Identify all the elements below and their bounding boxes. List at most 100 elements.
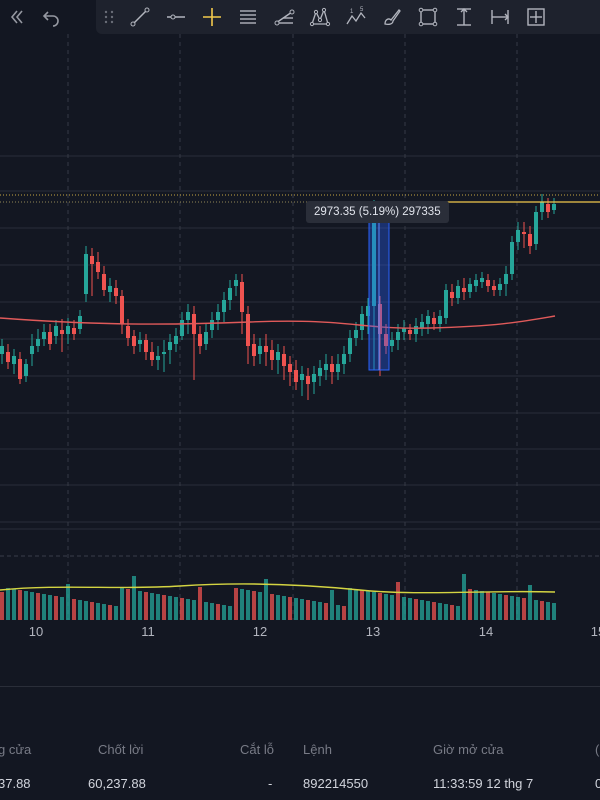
candle-body [534, 212, 538, 244]
horizontal-line-tool[interactable] [158, 0, 194, 34]
pattern-tool[interactable] [302, 0, 338, 34]
candle-body [306, 376, 310, 384]
volume-bar [324, 603, 328, 620]
volume-bar [504, 595, 508, 620]
volume-bar [246, 590, 250, 620]
volume-bar [282, 596, 286, 620]
volume-bar [42, 594, 46, 620]
chart-canvas[interactable] [0, 34, 600, 646]
drawing-tools-group: 1 5 [96, 0, 600, 34]
price-chart[interactable]: 2973.35 (5.19%) 297335 [0, 34, 600, 646]
fib-retracement-tool[interactable] [266, 0, 302, 34]
candle-body [312, 374, 316, 382]
volume-bar [414, 599, 418, 620]
volume-bar [54, 596, 58, 620]
candle-body [18, 359, 22, 379]
candle-body [486, 280, 490, 286]
crosshair-tool[interactable] [194, 0, 230, 34]
candle-body [120, 296, 124, 324]
col-header-order: Lệnh [303, 742, 332, 757]
price-range-tool[interactable] [446, 0, 482, 34]
date-price-range-tool[interactable] [518, 0, 554, 34]
moving-average-line [0, 315, 556, 329]
candle-body [210, 320, 214, 330]
candle-body [42, 332, 46, 339]
candle-body [366, 306, 370, 316]
candle-body [54, 326, 58, 336]
volume-bar [306, 600, 310, 620]
time-axis[interactable]: 10 11 12 13 14 15 [0, 620, 600, 646]
trend-line-icon [130, 7, 150, 27]
x-tick-label: 14 [478, 624, 494, 639]
date-range-tool[interactable] [482, 0, 518, 34]
volume-bar [402, 597, 406, 620]
volume-bar [18, 590, 22, 620]
volume-bar [204, 602, 208, 620]
volume-bar [288, 597, 292, 620]
candle-body [186, 312, 190, 320]
candle-body [180, 320, 184, 336]
elliott-wave-tool[interactable]: 1 5 [338, 0, 374, 34]
candle-body [60, 330, 64, 334]
date-range-icon [491, 10, 509, 24]
parallel-channel-tool[interactable] [230, 0, 266, 34]
drag-handle[interactable] [96, 0, 122, 34]
volume-bar [126, 589, 130, 620]
volume-bar [186, 599, 190, 620]
volume-bar [222, 605, 226, 620]
crosshair-icon [203, 8, 221, 26]
elliott-label-1: 1 [350, 9, 354, 15]
volume-ma-line [0, 583, 556, 594]
collapse-button[interactable] [0, 0, 34, 34]
candle-body [174, 336, 178, 344]
x-tick-label: 12 [252, 624, 268, 639]
candle-body [342, 354, 346, 364]
candle-body [150, 352, 154, 360]
candle-body [72, 328, 76, 334]
candle-body [510, 242, 514, 274]
volume-bar [546, 602, 550, 620]
rectangle-tool[interactable] [410, 0, 446, 34]
volume-bar [132, 576, 136, 620]
candle-body [354, 330, 358, 338]
volume-bar [318, 602, 322, 620]
col-header-open-price: g cửa [0, 742, 32, 757]
candle-body [498, 284, 502, 290]
volume-bar [108, 605, 112, 620]
volume-bar [228, 606, 232, 620]
brush-tool[interactable] [374, 0, 410, 34]
cell-open-price: 37.88 [0, 776, 31, 791]
candle-body [114, 288, 118, 296]
cell-take-profit[interactable]: 60,237.88 [88, 776, 146, 791]
cell-stop-loss[interactable]: - [268, 776, 273, 791]
candle-body [288, 364, 292, 372]
volume-bar [270, 594, 274, 620]
volume-bar [252, 591, 256, 620]
candle-body [300, 374, 304, 380]
candle-body [222, 300, 226, 312]
volume-bar [528, 585, 532, 620]
undo-button[interactable] [34, 0, 68, 34]
volume-bar [312, 601, 316, 620]
candle-body [240, 282, 244, 312]
candle-body [384, 334, 388, 346]
col-header-stop-loss: Cắt lỗ [240, 742, 274, 757]
candle-body [168, 342, 172, 350]
candle-body [522, 232, 526, 234]
candle-body [162, 352, 166, 354]
volume-bar [264, 579, 268, 620]
candle-body [330, 364, 334, 372]
candle-body [66, 326, 70, 334]
candle-body [36, 339, 40, 346]
volume-bar [498, 594, 502, 620]
volume-bar [216, 604, 220, 620]
volume-bar [30, 592, 34, 620]
price-range-icon [457, 8, 471, 26]
volume-bar [144, 592, 148, 620]
volume-bar [492, 593, 496, 620]
volume-bar [552, 603, 556, 620]
candle-body [30, 346, 34, 354]
trend-line-tool[interactable] [122, 0, 158, 34]
volume-bar [276, 595, 280, 620]
positions-panel: g cửa Chốt lời Cắt lỗ Lệnh Giờ mở cửa ( … [0, 646, 600, 800]
